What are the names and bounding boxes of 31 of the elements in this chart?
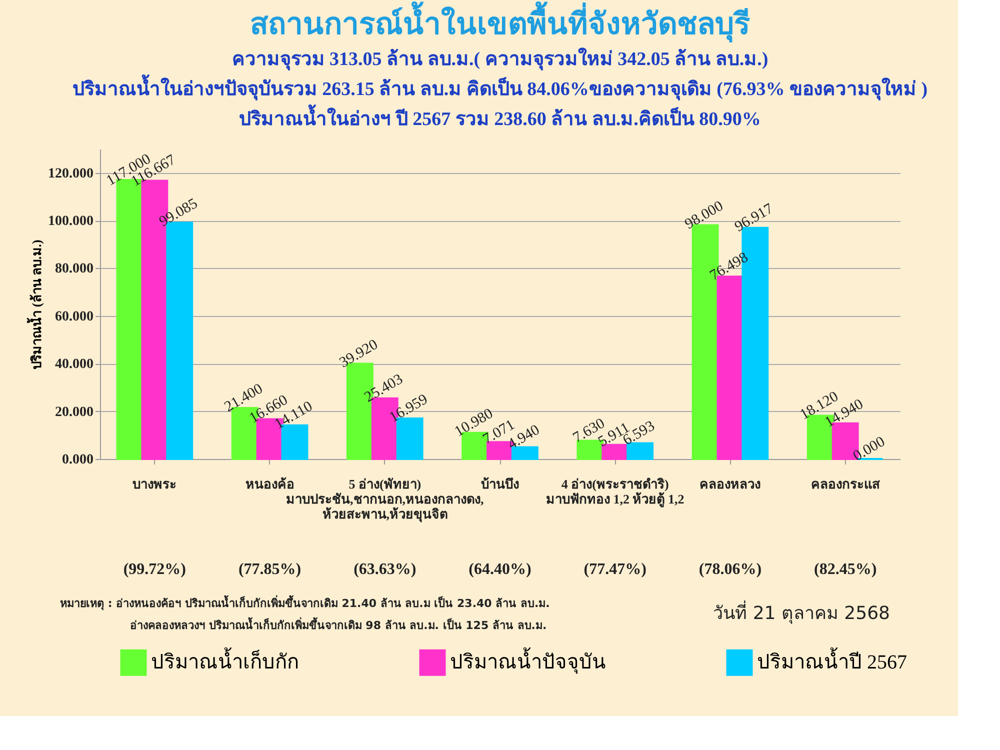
chart-title: สถานการณ์น้ำในเขตพื้นที่จังหวัดชลบุรี xyxy=(250,1,750,43)
text: อ่างคลองหลวงฯ ปริมาณน้ำเก็บกักเพิ่มขึ้นจากเดิม 98 ล้าน ลบ.ม. เป็น 125 ล้าน ลบ.ม. xyxy=(130,617,547,632)
y-axis-title: ปริมาณน้ำ (ล้าน ลบ.ม.) xyxy=(26,240,44,370)
text: (77.85%) xyxy=(238,561,302,578)
x-tick-label: บ้านบึง xyxy=(481,476,519,492)
text: หมายเหตุ : อ่างหนองค้อฯ ปริมาณน้ำเก็บกักเพิ่มขึ้นจากเดิม 21.40 ล้าน ลบ.ม เป็น 23.40 ล้าน ลบ.ม. xyxy=(60,595,550,611)
y-tick-label: 20.000 xyxy=(55,404,94,420)
y-tick-label: 120.000 xyxy=(48,166,94,182)
x-tick-label: 4 อ่าง(พระราชดำริ) มาบฟักทอง 1,2 ห้วยตู้ 1,2 xyxy=(546,476,684,508)
text: (77.47%) xyxy=(584,561,646,578)
x-tick-label: หนองค้อ xyxy=(245,476,294,492)
legend-label: ปริมาณน้ำปี 2567 xyxy=(757,648,907,674)
text: (82.45%) xyxy=(814,561,877,578)
y-tick-label: 0.000 xyxy=(62,452,94,468)
y-tick-label: 60.000 xyxy=(55,309,94,324)
legend-label: ปริมาณน้ำปัจจุบัน xyxy=(450,648,606,675)
data-label: 0.000 xyxy=(850,434,888,465)
y-tick-label: 100.000 xyxy=(48,214,94,230)
text: (78.06%) xyxy=(698,561,762,578)
text: (64.40%) xyxy=(468,561,532,578)
x-tick-label: คลองหลวง xyxy=(700,476,761,492)
text: (99.72%) xyxy=(123,561,186,578)
y-tick-label: 80.000 xyxy=(55,262,94,277)
text: วันที่ 21 ตุลาคม 2568 xyxy=(713,600,890,624)
bar xyxy=(511,446,538,460)
y-tick-label: 40.000 xyxy=(55,357,94,372)
chart-subtitle: ความจุรวม 313.05 ล้าน ลบ.ม.( ความจุรวมใหม่ 342.05 ล้าน ลบ.ม.) ปริมาณน้ำในอ่างฯปัจจุบันรวม 263.15 ล้าน ลบ.ม คิดเป็น 84.06%ของความจุเดิม (76.93% ของความจุใหม่ ) ปริมาณน้ำในอ่างฯ ปี 2567 รวม 238.60 ล้าน ลบ.ม.คิดเป็น 80.90% xyxy=(72,47,928,130)
x-tick-label: คลองกระแส xyxy=(810,476,880,492)
x-tick-label: บางพระ xyxy=(132,476,177,492)
text: (63.63%) xyxy=(354,561,416,578)
legend-label: ปริมาณน้ำเก็บกัก xyxy=(151,648,299,674)
